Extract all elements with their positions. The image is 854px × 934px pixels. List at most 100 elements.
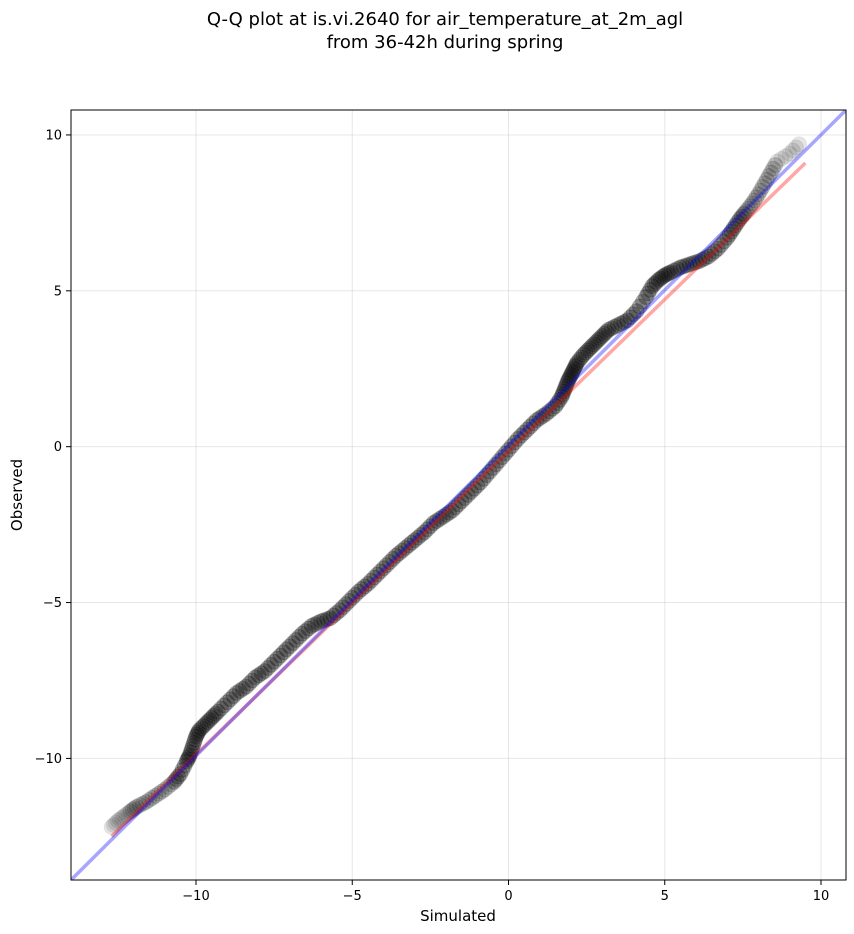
quantile-point <box>478 467 495 484</box>
quantile-point <box>188 728 204 745</box>
quantile-point <box>297 623 314 640</box>
quantile-point <box>447 499 464 516</box>
quantile-point <box>209 703 226 720</box>
quantile-point <box>313 613 329 630</box>
quantile-point <box>341 592 358 609</box>
quantile-point <box>128 798 145 815</box>
quantile-point <box>441 504 458 521</box>
quantile-point <box>459 487 476 503</box>
quantile-point <box>547 398 564 415</box>
quantile-point <box>551 391 568 408</box>
quantile-point <box>731 211 748 228</box>
quantile-point <box>189 726 206 743</box>
quantile-point <box>397 539 414 556</box>
quantile-point <box>767 157 784 174</box>
quantile-point <box>319 611 336 628</box>
quantile-point <box>388 547 404 564</box>
quantile-point <box>244 672 261 689</box>
quantile-point <box>669 260 686 277</box>
quantile-point <box>183 741 200 758</box>
chart-title-line-1: Q-Q plot at is.vi.2640 for air_temperatu… <box>207 9 683 30</box>
quantile-point <box>234 680 251 697</box>
quantile-point <box>168 771 185 788</box>
quantile-point <box>758 171 775 188</box>
quantile-point <box>713 237 729 254</box>
quantile-point <box>306 616 323 633</box>
quantile-point <box>700 248 717 265</box>
quantile-point <box>788 139 804 156</box>
quantile-point <box>253 665 270 682</box>
quantile-point <box>472 474 489 491</box>
quantile-point <box>525 415 542 432</box>
quantile-point <box>656 267 673 284</box>
quantile-point <box>159 778 176 795</box>
quantile-point <box>263 656 279 673</box>
quantile-point <box>513 427 529 444</box>
quantile-point <box>544 400 561 417</box>
quantile-point <box>723 223 740 240</box>
quantile-point <box>406 532 423 549</box>
quantile-point <box>126 800 143 817</box>
quantile-point <box>709 240 726 257</box>
quantile-point <box>416 524 433 541</box>
quantile-point <box>727 217 744 234</box>
quantile-point <box>719 229 736 246</box>
x-tick-label: −5 <box>343 889 362 904</box>
quantile-point <box>247 669 264 686</box>
quantile-point <box>541 403 558 420</box>
quantile-point <box>150 785 167 802</box>
quantile-point <box>153 783 170 800</box>
quantile-point <box>609 317 626 334</box>
quantile-point <box>763 164 779 181</box>
quantile-point <box>105 816 122 833</box>
quantile-point <box>556 381 573 398</box>
quantile-point <box>631 298 648 315</box>
quantile-point <box>425 515 442 532</box>
quantile-point <box>625 306 642 323</box>
quantile-point <box>272 647 289 664</box>
quantile-point <box>322 610 339 627</box>
quantile-point <box>494 449 511 466</box>
quantile-point <box>250 667 267 684</box>
quantile-point <box>170 768 187 785</box>
quantile-point <box>681 256 698 273</box>
quantile-point <box>116 808 133 825</box>
quantile-point <box>231 682 248 699</box>
quantile-point <box>555 383 572 400</box>
quantile-point <box>291 628 308 645</box>
quantile-point <box>391 545 408 562</box>
quantile-point <box>463 483 479 500</box>
quantile-point <box>598 323 615 340</box>
quantile-point <box>581 340 598 357</box>
quantile-point <box>216 697 233 714</box>
quantile-point <box>131 797 148 814</box>
quantile-point <box>628 303 645 320</box>
quantile-point <box>600 321 617 338</box>
quantile-point <box>654 268 671 285</box>
quantile-point <box>475 470 492 487</box>
quantile-point <box>666 262 683 279</box>
quantile-point <box>190 724 207 741</box>
quantile-point <box>203 709 220 726</box>
quantile-point <box>434 508 451 525</box>
quantile-point <box>294 625 311 642</box>
quantile-point <box>184 737 201 754</box>
quantile-point <box>338 596 354 613</box>
quantile-point <box>181 747 198 764</box>
quantile-point <box>491 452 508 469</box>
quantile-point <box>566 360 583 377</box>
quantile-point <box>765 160 782 177</box>
quantile-point <box>469 477 486 494</box>
quantile-point <box>742 198 759 215</box>
quantile-point <box>606 318 623 335</box>
quantile-point <box>725 220 742 237</box>
quantile-point <box>746 192 763 209</box>
quantile-point <box>456 490 473 507</box>
quantile-point <box>300 620 317 637</box>
quantile-point <box>564 364 581 381</box>
quantile-point <box>363 572 379 589</box>
quantile-point <box>182 744 199 761</box>
quantile-point <box>422 518 439 535</box>
quantile-point <box>575 346 592 363</box>
